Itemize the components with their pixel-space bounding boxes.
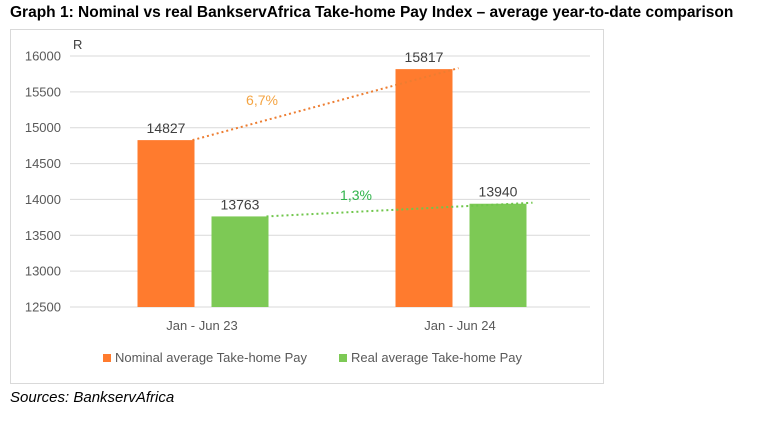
chart-title: Graph 1: Nominal vs real BankservAfrica … <box>10 4 734 21</box>
data-labels: 14827 15817 13763 13940 <box>147 49 518 212</box>
trendlines: 6,7% 1,3% <box>192 67 533 218</box>
bar <box>395 69 453 307</box>
y-tick-label: 13500 <box>25 228 61 243</box>
y-tick-label: 16000 <box>25 49 61 64</box>
x-category-label: Jan - Jun 23 <box>166 318 238 333</box>
data-label: 13940 <box>479 184 518 200</box>
data-label: 14827 <box>147 120 186 136</box>
chart-frame <box>10 29 604 384</box>
bar <box>137 140 195 307</box>
data-label: 13763 <box>221 196 260 212</box>
legend-swatch <box>103 354 111 362</box>
y-tick-label: 15000 <box>25 120 61 135</box>
y-tick-label: 14500 <box>25 156 61 171</box>
legend-label: Nominal average Take-home Pay <box>115 350 307 365</box>
legend-swatch <box>339 354 347 362</box>
trendline <box>266 201 533 218</box>
bar <box>211 216 269 307</box>
data-label: 15817 <box>405 49 444 65</box>
y-axis: 12500 13000 13500 14000 14500 15000 15500 16000 <box>25 49 61 315</box>
bars <box>137 69 527 307</box>
y-tick-label: 13000 <box>25 264 61 279</box>
trendline <box>192 67 459 142</box>
x-category-label: Jan - Jun 24 <box>424 318 496 333</box>
x-axis: Jan - Jun 23 Jan - Jun 24 <box>166 318 496 333</box>
growth-annotation: 1,3% <box>340 187 372 203</box>
legend-label: Real average Take-home Pay <box>351 350 523 365</box>
y-tick-label: 12500 <box>25 300 61 315</box>
sources-note: Sources: BankservAfrica <box>10 389 175 406</box>
legend: Nominal average Take-home Pay Real averag… <box>103 350 523 365</box>
bar <box>469 203 527 307</box>
growth-annotation: 6,7% <box>246 92 278 108</box>
y-tick-label: 14000 <box>25 192 61 207</box>
y-axis-unit-label: R <box>73 37 82 52</box>
y-tick-label: 15500 <box>25 84 61 99</box>
